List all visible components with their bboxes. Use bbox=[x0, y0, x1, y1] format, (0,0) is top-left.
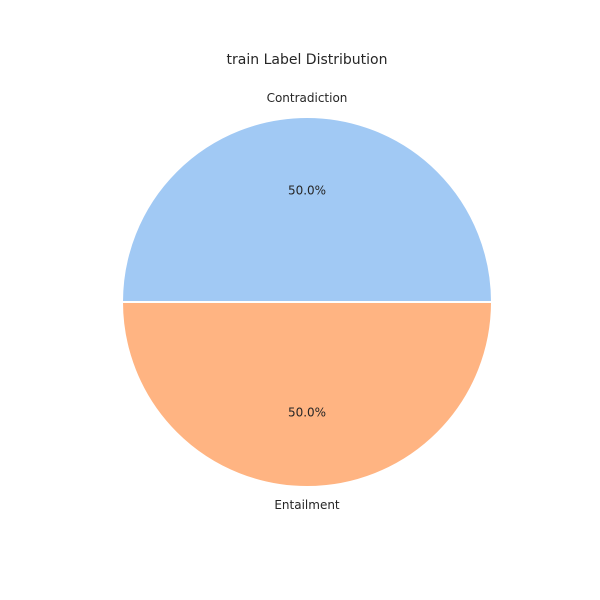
slice-percent-contradiction: 50.0% bbox=[288, 184, 326, 198]
pie-labels: Contradiction 50.0% Entailment 50.0% bbox=[267, 91, 348, 512]
slice-percent-entailment: 50.0% bbox=[288, 406, 326, 420]
slice-label-contradiction: Contradiction bbox=[267, 91, 348, 105]
pie-slice-contradiction bbox=[121, 116, 493, 303]
pie-slices bbox=[121, 116, 493, 488]
slice-label-entailment: Entailment bbox=[274, 498, 340, 512]
chart-title: train Label Distribution bbox=[227, 52, 388, 68]
pie-slice-entailment bbox=[121, 301, 493, 488]
